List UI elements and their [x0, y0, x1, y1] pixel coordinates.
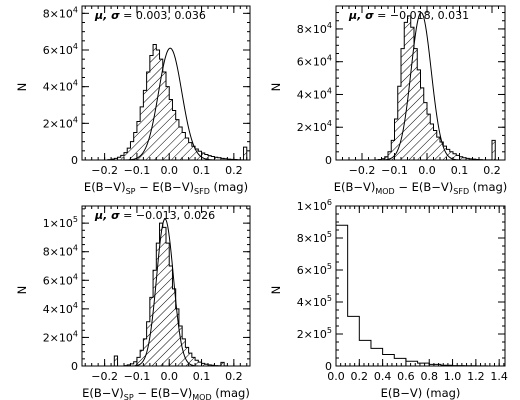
y-tick-label: 8×104: [297, 21, 332, 36]
y-axis-label: N: [269, 83, 283, 92]
y-tick-label: 1×105: [43, 215, 78, 230]
histogram-bars: [335, 224, 500, 367]
y-tick-label: 4×104: [43, 79, 78, 94]
y-tick-label: 2×104: [297, 119, 332, 134]
y-tick-label: 2×104: [43, 115, 78, 130]
x-tick-label: 1.4: [490, 370, 508, 383]
histogram-fill: [82, 223, 250, 366]
x-tick-label: 0.2: [225, 164, 243, 177]
y-tick-label: 8×105: [297, 230, 332, 245]
histogram-bars: [82, 44, 250, 161]
y-tick-label: 8×104: [43, 5, 78, 20]
y-tick-label: 6×105: [297, 262, 332, 277]
x-tick-label: 1.0: [444, 370, 462, 383]
x-tick-label: 0.6: [397, 370, 415, 383]
plot-frame: [335, 205, 506, 367]
x-tick-label: 0.8: [420, 370, 438, 383]
plot-frame: [81, 5, 251, 161]
panel-top-right: −0.2 −0.1 0.0 0.1 0.2 0 2×104 4×104 6×104 8×104 N E…: [269, 5, 508, 196]
x-tick-label: 0.0: [160, 370, 178, 383]
x-tick-label: 1.2: [467, 370, 485, 383]
y-tick-label: 2×104: [43, 329, 78, 344]
x-tick-label: 0.1: [193, 164, 211, 177]
x-axis-label: E(B−V) (mag): [381, 386, 461, 400]
panel-top-left: −0.2 −0.1 0.0 0.1 0.2 0 2×104 4×104 6×104 8×104 N E…: [15, 5, 251, 196]
x-tick-label: −0.1: [124, 370, 151, 383]
y-axis-label: N: [15, 83, 29, 92]
x-tick-label: 0.4: [374, 370, 392, 383]
y-tick-label: 0: [325, 154, 332, 167]
y-tick-label: 4×104: [297, 86, 332, 101]
y-tick-label: 6×104: [297, 54, 332, 69]
x-axis-label: E(B−V)SP − E(B−V)SFD (mag): [84, 180, 248, 196]
x-tick-label: 0.2: [225, 370, 243, 383]
x-tick-label: −0.2: [91, 164, 118, 177]
x-tick-label: 0.0: [327, 370, 345, 383]
x-tick-label: 0.0: [418, 164, 436, 177]
y-tick-label: 0: [71, 154, 78, 167]
x-axis-label: E(B−V)SP − E(B−V)MOD (mag): [82, 386, 250, 400]
stats-annotation: μ, σ = −0.018, 0.031: [348, 9, 469, 22]
y-axis-label: N: [269, 286, 283, 295]
y-tick-label: 4×105: [297, 294, 332, 309]
y-tick-label: 2×105: [297, 326, 332, 341]
y-tick-label: 4×104: [43, 301, 78, 316]
x-tick-label: −0.1: [124, 164, 151, 177]
x-tick-label: −0.1: [381, 164, 408, 177]
x-tick-label: −0.2: [349, 164, 376, 177]
y-tick-label: 6×104: [43, 42, 78, 57]
plot-frame: [81, 205, 251, 367]
y-tick-label: 0: [325, 360, 332, 373]
y-tick-label: 6×104: [43, 272, 78, 287]
stats-annotation: μ, σ = 0.003, 0.036: [94, 9, 206, 22]
histogram-fill: [82, 44, 250, 160]
x-tick-label: 0.1: [193, 370, 211, 383]
x-tick-label: 0.0: [160, 164, 178, 177]
y-axis-label: N: [15, 286, 29, 295]
x-tick-label: 0.2: [483, 164, 501, 177]
x-tick-label: 0.2: [351, 370, 369, 383]
y-tick-label: 1×106: [297, 198, 332, 213]
panel-bottom-left: −0.2 −0.1 0.0 0.1 0.2 0 2×104 4×104 6×104 8×104 1×…: [15, 205, 251, 400]
y-tick-label: 0: [71, 360, 78, 373]
y-tick-label: 8×104: [43, 244, 78, 259]
x-tick-label: 0.1: [451, 164, 469, 177]
x-tick-label: −0.2: [91, 370, 118, 383]
x-axis-label: E(B−V)MOD − E(B−V)SFD (mag): [334, 180, 508, 196]
stats-annotation: μ, σ = −0.013, 0.026: [94, 209, 215, 222]
panel-bottom-right: 0.0 0.2 0.4 0.6 0.8 1.0 1.2 1.4 0 2×105 4×105 6×105…: [269, 198, 508, 400]
